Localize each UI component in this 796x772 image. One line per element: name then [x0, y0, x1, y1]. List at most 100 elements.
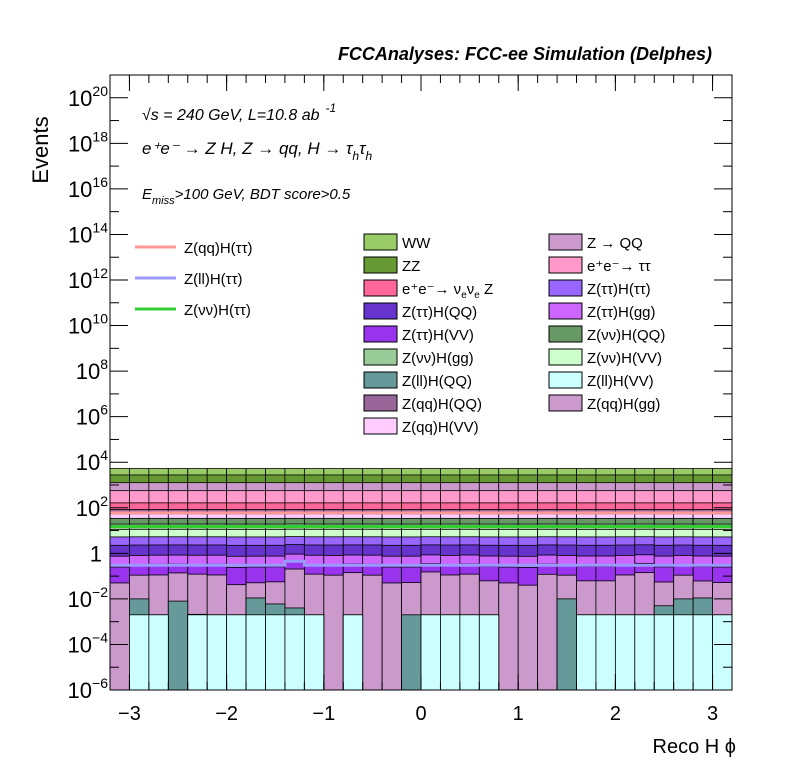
y-tick-label: 102 [76, 493, 108, 521]
x-tick-label: −1 [312, 703, 335, 725]
bar [129, 614, 150, 691]
legend-swatch [548, 302, 583, 320]
bar [226, 614, 247, 691]
legend-swatch [548, 371, 583, 389]
y-tick-label: 106 [76, 402, 108, 430]
bar [692, 614, 713, 691]
y-tick-label: 104 [76, 447, 108, 475]
legend-label: Z(ll)H(ττ) [184, 271, 243, 288]
legend-label: ZZ [402, 258, 420, 275]
axis-ticks [109, 74, 733, 691]
y-tick-label: 1 [90, 541, 102, 566]
bar [478, 614, 500, 691]
bar [614, 614, 636, 691]
y-tick-label: 1014 [68, 219, 108, 247]
bar [498, 582, 519, 691]
bar [673, 614, 694, 691]
legend-swatch [548, 279, 583, 297]
bar [556, 598, 577, 691]
legend-label: WW [402, 235, 431, 252]
legend-swatch [548, 394, 583, 412]
y-axis-label: Events [28, 116, 53, 183]
legend-label: Z(qq)H(VV) [402, 419, 479, 436]
bar [381, 582, 402, 691]
bar [712, 614, 733, 691]
legend-label: Z(ll)H(QQ) [402, 373, 472, 390]
legend-swatch [363, 302, 398, 320]
x-tick-label: 0 [415, 703, 426, 725]
bar [595, 614, 616, 691]
x-tick-label: 1 [513, 703, 524, 725]
selection-label: Emiss>100 GeV, BDT score>0.5 [142, 186, 351, 207]
legend-label: Z(qq)H(ττ) [184, 240, 253, 257]
legend-swatch [363, 394, 398, 412]
y-tick-label: 1012 [68, 265, 108, 293]
legend-swatch [363, 348, 398, 366]
x-tick-label: −3 [118, 703, 141, 725]
legend-label: Z(νν)H(VV) [587, 350, 662, 367]
bar [187, 614, 208, 691]
legend-swatch [548, 325, 583, 343]
energy-lumi-label: √s = 240 GeV, L=10.8 ab -1 [142, 101, 336, 124]
y-tick-label: 1016 [68, 174, 108, 202]
y-tick-label: 10−2 [68, 584, 109, 612]
bar [440, 614, 461, 691]
y-tick-label: 1010 [68, 311, 108, 339]
signal-lines [110, 511, 732, 567]
legend-label: e⁺e⁻→ ττ [587, 258, 651, 275]
legend-swatch [363, 417, 398, 435]
legend-swatch [363, 371, 398, 389]
legend-swatch [363, 325, 398, 343]
plot-title: FCCAnalyses: FCC-ee Simulation (Delphes) [338, 44, 712, 64]
bar [420, 614, 441, 691]
legend-label: Z(ττ)H(VV) [402, 327, 474, 344]
legend-label: Z → QQ [587, 235, 643, 252]
legend-label: Z(ll)H(VV) [587, 373, 654, 390]
stack-z-ll-h-vv- [129, 614, 733, 691]
legend-swatch [363, 256, 398, 274]
legend-swatch [548, 233, 583, 251]
legend-label: Z(νν)H(ττ) [184, 302, 251, 319]
bar [576, 614, 597, 691]
bar [517, 584, 539, 691]
bar [245, 614, 266, 691]
x-tick-label: 2 [610, 703, 621, 725]
legend-label: Z(νν)H(gg) [402, 350, 474, 367]
legend: Z(qq)H(ττ) Z(ll)H(ττ) Z(νν)H(ττ) WW ZZ e⁺e⁻→ … [135, 233, 665, 436]
y-tick-label: 108 [76, 356, 108, 384]
legend-label: Z(ττ)H(QQ) [402, 304, 477, 321]
bar [206, 614, 228, 691]
bar [362, 574, 383, 691]
legend-label: e⁺e⁻→ νeνe Z [402, 281, 493, 301]
y-tick-label: 10−4 [68, 629, 109, 657]
legend-label: Z(ττ)H(ττ) [587, 281, 651, 298]
legend-swatch [548, 348, 583, 366]
bar [342, 614, 364, 691]
bar [303, 614, 325, 691]
bar [148, 614, 169, 691]
legend-label: Z(ττ)H(gg) [587, 304, 656, 321]
x-tick-label: −2 [215, 703, 238, 725]
x-axis-label: Reco H ϕ [653, 736, 736, 758]
legend-label: Z(qq)H(QQ) [402, 396, 482, 413]
bar [634, 614, 655, 691]
bar [265, 614, 286, 691]
legend-swatch [363, 233, 398, 251]
bar [284, 614, 305, 691]
bar [401, 614, 422, 691]
bar [323, 574, 344, 691]
legend-swatch [363, 279, 398, 297]
bar [653, 614, 675, 691]
bar [537, 573, 558, 691]
y-tick-label: 1018 [68, 128, 108, 156]
bar [459, 614, 480, 691]
signal-line [110, 559, 732, 567]
bar [167, 600, 189, 691]
y-tick-label: 1020 [68, 83, 108, 111]
axis-tick-labels: −3 −2 −1 0 1 2 3 10−6 10−4 10−2 1 102 104 106 108 1010 1… [68, 83, 719, 725]
legend-label: Z(νν)H(QQ) [587, 327, 665, 344]
y-tick-label: 10−6 [68, 675, 109, 703]
legend-swatch [548, 256, 583, 274]
stack-bars [109, 468, 733, 691]
